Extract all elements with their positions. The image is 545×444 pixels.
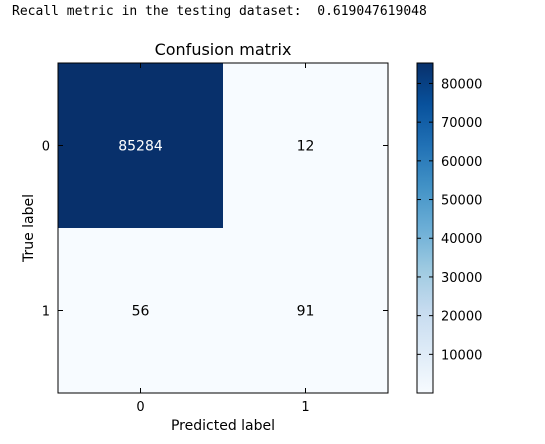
colorbar-tick-label: 60000: [441, 155, 482, 170]
x-axis-label: Predicted label: [171, 418, 275, 434]
colorbar-tick-label: 40000: [441, 232, 482, 247]
colorbar-ticks: 10000 20000 30000 40000 50000 60000 70000 80000: [417, 77, 482, 363]
colorbar-tick-label: 20000: [441, 310, 482, 325]
axis-ticks: 0 1 0 1: [42, 63, 388, 415]
y-tick-label: 1: [42, 305, 50, 320]
y-tick-label: 0: [42, 140, 50, 155]
y-axis-label: True label: [21, 194, 37, 263]
heatmap-cell: [58, 63, 223, 228]
colorbar: [416, 62, 434, 394]
colorbar-tick-label: 70000: [441, 116, 482, 131]
cell-value-label: 91: [297, 304, 315, 320]
cell-value-label: 85284: [118, 139, 163, 155]
cell-value-label: 12: [297, 139, 315, 155]
heatmap-cell: [223, 63, 388, 228]
colorbar-tick-label: 30000: [441, 271, 482, 286]
cell-value-label: 56: [132, 304, 150, 320]
chart-title: Confusion matrix: [155, 40, 292, 59]
heatmap-cells: 85284 12 56 91: [58, 63, 388, 393]
colorbar-tick-label: 10000: [441, 348, 482, 363]
x-tick-label: 0: [136, 400, 144, 415]
x-tick-label: 1: [301, 400, 309, 415]
heatmap-cell: [58, 228, 223, 393]
colorbar-tick-label: 50000: [441, 194, 482, 209]
colorbar-tick-label: 80000: [441, 77, 482, 92]
plot-frame: [57, 62, 389, 394]
heatmap-cell: [223, 228, 388, 393]
recall-output-text: Recall metric in the testing dataset: 0.…: [12, 4, 427, 19]
